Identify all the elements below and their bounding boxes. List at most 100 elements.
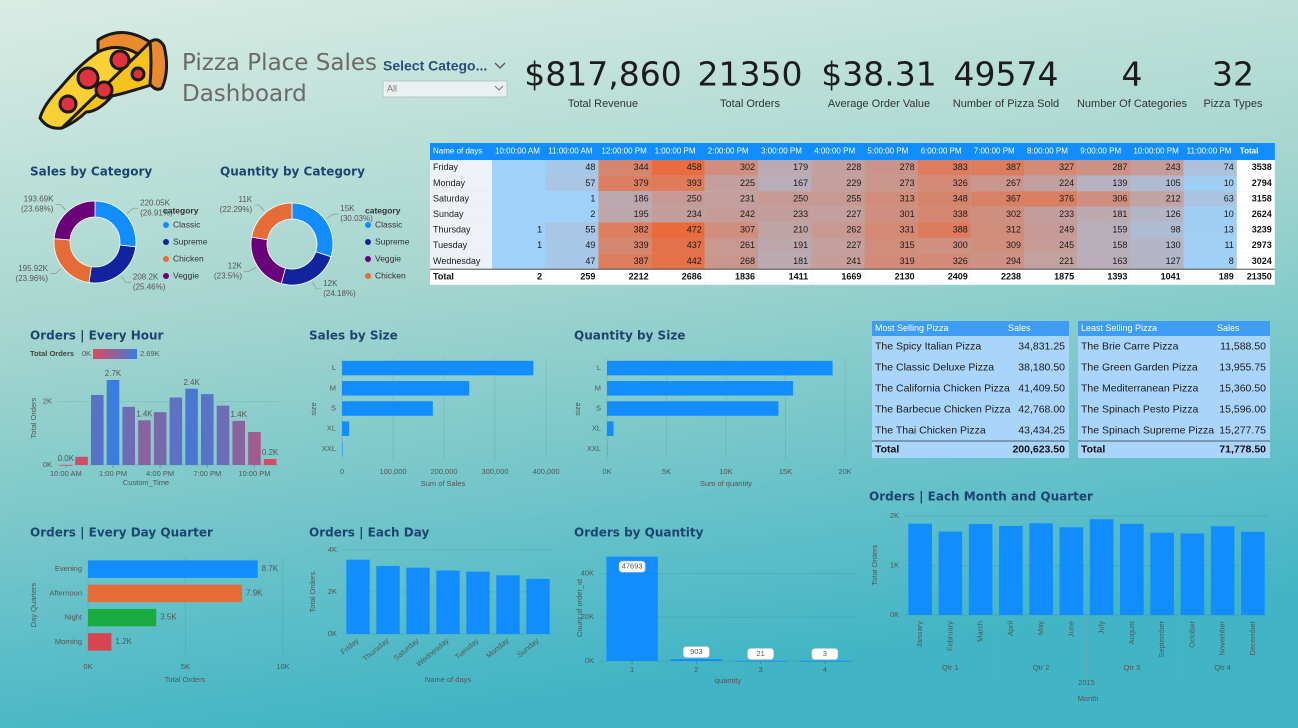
slicer-dropdown[interactable]: [382, 80, 508, 98]
x-tick-label: 10K: [719, 467, 732, 476]
bar: [342, 381, 470, 396]
cell-value: 3239: [1252, 225, 1272, 235]
heat-cell: [651, 269, 705, 285]
legend-label: Supreme: [375, 236, 410, 246]
cell-value: 442: [687, 256, 702, 266]
cell-value: 306: [1112, 193, 1127, 203]
cell-value: 1: [537, 225, 542, 235]
legend-label: Chicken: [173, 253, 204, 263]
kpi-label: Number of Pizza Sold: [953, 98, 1059, 110]
cell-value: 130: [1166, 240, 1181, 250]
cell-value: 259: [580, 271, 595, 281]
slice-percent-label: (30.03%): [340, 214, 373, 223]
y-tick-label: XL: [327, 424, 336, 433]
heat-cell: [1024, 269, 1078, 285]
chart-title: Sales by Category: [30, 165, 152, 179]
slice-percent-label: (23.68%): [21, 205, 54, 214]
cell-value: 245: [1059, 240, 1074, 250]
label-leader: [254, 204, 265, 212]
legend-swatch: [365, 239, 371, 245]
x-tick-label: 5K: [662, 467, 671, 476]
category-slicer[interactable]: Select Catego... All: [382, 58, 508, 98]
pizza-name: The Green Garden Pizza: [1081, 361, 1198, 373]
y-tick-label: 0K: [890, 610, 899, 619]
y-tick-label: 2K: [328, 587, 337, 596]
cell-value: 1411: [789, 271, 809, 281]
bar: [59, 464, 73, 466]
y-tick-label: 2K: [890, 511, 899, 520]
cell-value: 189: [1219, 271, 1234, 281]
slicer-chevron[interactable]: [494, 62, 506, 69]
heat-cell: [917, 175, 971, 192]
heat-cell: [1024, 206, 1078, 223]
cell-value: 227: [846, 209, 861, 219]
cell-value: 63: [1224, 193, 1234, 203]
dropdown-chevron[interactable]: [494, 85, 504, 91]
cell-value: 195: [634, 209, 649, 219]
slicer-label[interactable]: Select Catego...: [383, 58, 487, 74]
heat-cell: [651, 175, 705, 192]
x-axis-title: Sum of quantity: [700, 479, 752, 488]
row-label-cell: [430, 269, 492, 285]
x-tick-label: 300,000: [481, 467, 508, 476]
cell-value: 268: [740, 256, 755, 266]
cell-value: 126: [1166, 209, 1181, 219]
y-tick-label: Morning: [55, 637, 82, 646]
slice-value-label: 15K: [340, 204, 355, 213]
pizza-name: The Barbecue Chicken Pizza: [875, 403, 1011, 415]
kpi-value: 4: [1122, 55, 1143, 94]
x-tick-label: 4: [823, 665, 827, 674]
legend-swatch: [365, 256, 371, 262]
heat-cell: [1130, 253, 1184, 270]
y-tick-label: XXL: [587, 444, 601, 453]
heat-cell: [758, 253, 812, 270]
slice-percent-label: (25.46%): [133, 283, 166, 292]
heat-cell: [598, 160, 652, 176]
heat-cell: [1024, 253, 1078, 270]
bar: [436, 570, 460, 634]
heat-cell: [1183, 269, 1237, 285]
pizza-name: The Mediterranean Pizza: [1081, 382, 1198, 394]
pizza-name: The California Chicken Pizza: [875, 382, 1010, 394]
kpi-label: Average Order Value: [828, 98, 930, 110]
slice-value-label: 195.92K: [18, 264, 48, 273]
column-header: Sales: [1008, 323, 1031, 333]
chart-title: Orders | Each Month and Quarter: [869, 490, 1093, 504]
kpi-value: $817,860: [524, 55, 681, 94]
row-label: Saturday: [433, 193, 470, 203]
kpi-label: Pizza Types: [1203, 98, 1263, 110]
x-tick-label: December: [1248, 621, 1257, 656]
heat-cell: [1024, 160, 1078, 176]
heat-cell: [917, 191, 971, 207]
heat-cell: [598, 191, 652, 207]
bar: [201, 394, 214, 465]
x-axis-title: Total Orders: [165, 675, 206, 684]
cell-value: 234: [687, 209, 702, 219]
pizza-sales: 38,180.50: [1018, 361, 1065, 373]
label-leader: [326, 213, 339, 220]
cell-value: 1669: [841, 271, 861, 281]
y-tick-label: 0K: [328, 629, 337, 638]
column-header: 5:00:00 PM: [867, 147, 908, 156]
kpi-label: Number Of Categories: [1077, 98, 1188, 110]
heat-cell: [1077, 238, 1131, 254]
cell-value: 10: [1224, 178, 1234, 188]
cell-value: 228: [846, 162, 861, 172]
slicer-value[interactable]: All: [387, 83, 397, 93]
heat-cell: [917, 160, 971, 176]
kpi-label: Total Revenue: [568, 98, 638, 110]
heat-cell: [545, 253, 599, 270]
chart-title: Quantity by Category: [220, 165, 365, 179]
color-scale-bar: [93, 349, 137, 359]
heat-cell: [1130, 206, 1184, 223]
x-tick-label: 3: [759, 665, 763, 674]
cell-value: 1041: [1161, 271, 1181, 281]
heat-cell: [1024, 222, 1078, 238]
heat-cell: [598, 238, 652, 254]
cell-value: 13: [1224, 225, 1234, 235]
legend-swatch: [163, 273, 169, 279]
cell-value: 2794: [1252, 178, 1272, 188]
slice-value-label: 208.2K: [133, 273, 159, 282]
heat-cell: [1130, 191, 1184, 207]
heat-cell: [492, 206, 546, 223]
